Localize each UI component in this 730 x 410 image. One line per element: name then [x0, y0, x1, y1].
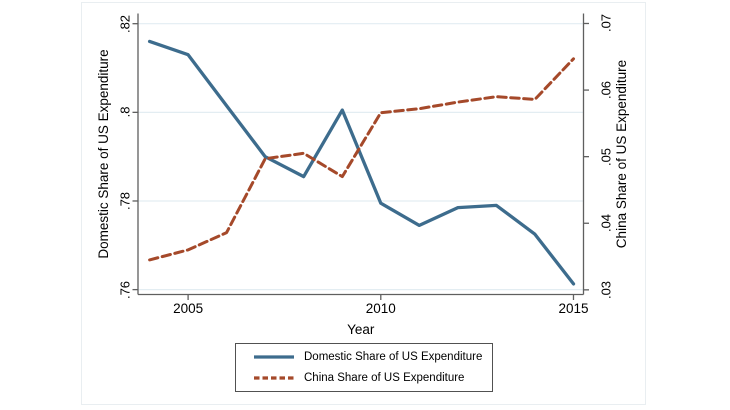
y-tick-label-right: .03	[598, 280, 614, 299]
x-axis-title: Year	[347, 321, 375, 337]
y-tick-label-left: .76	[117, 280, 132, 299]
y-tick-label-left: .78	[117, 191, 132, 211]
y-axis-title-left: Domestic Share of US Expenditure	[96, 49, 111, 259]
y-tick-label-right: .07	[598, 14, 614, 33]
series-line-china	[148, 57, 575, 262]
y-tick-label-right: .04	[598, 214, 614, 233]
legend-item-domestic: Domestic Share of US Expenditure	[253, 348, 492, 366]
legend-label-domestic: Domestic Share of US Expenditure	[304, 351, 483, 363]
series-line-domestic	[147, 39, 576, 286]
y-tick-label-left: .82	[117, 14, 132, 33]
legend-label-china: China Share of US Expenditure	[304, 372, 465, 384]
x-tick-label: 2005	[173, 300, 204, 316]
y-axis-title-right: China Share of US Expenditure	[614, 59, 629, 249]
legend-item-china: China Share of US Expenditure	[253, 369, 492, 387]
x-tick-label: 2015	[558, 300, 589, 316]
legend-line-solid-icon	[254, 355, 294, 359]
y-tick-label-left: .8	[117, 106, 132, 118]
legend: Domestic Share of US Expenditure China S…	[235, 343, 493, 392]
x-tick-label: 2010	[365, 300, 396, 316]
legend-line-dashed-icon	[254, 376, 294, 380]
y-tick-label-right: .06	[598, 81, 614, 100]
y-tick-label-right: .05	[598, 147, 614, 166]
